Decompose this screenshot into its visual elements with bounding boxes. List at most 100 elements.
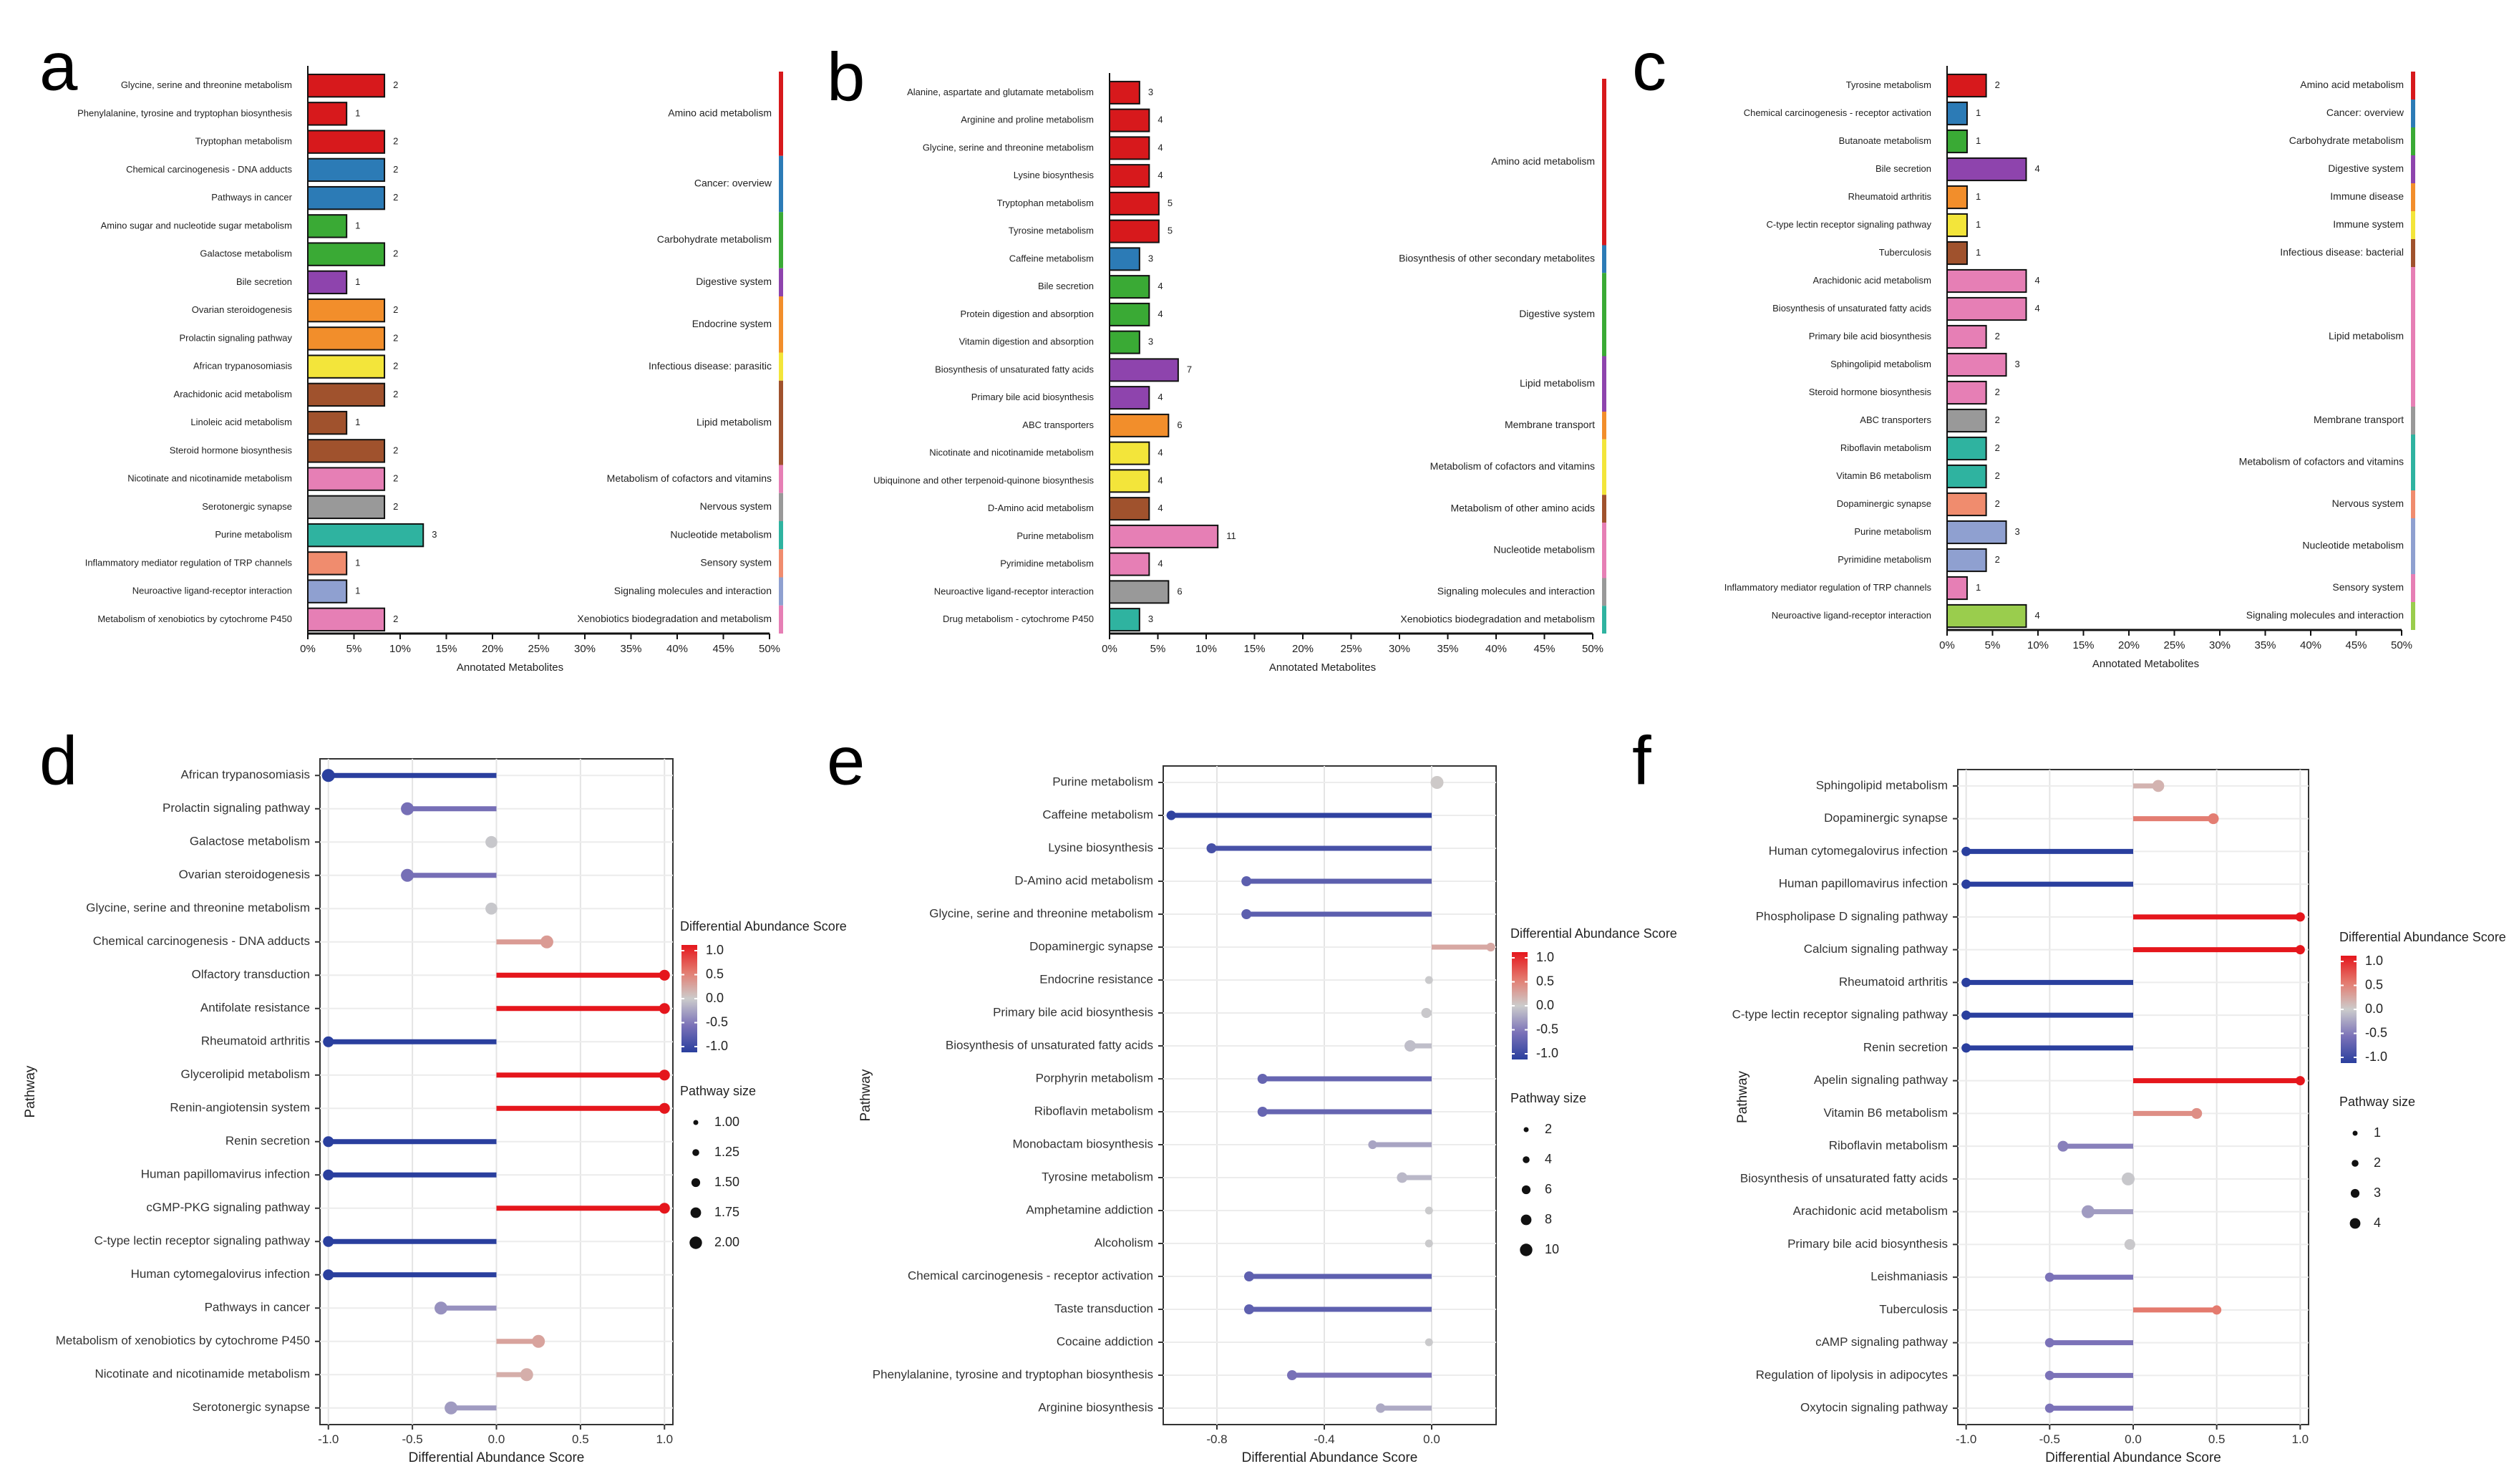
bar-label: Sphingolipid metabolism — [1830, 359, 1931, 369]
category-strip — [779, 549, 783, 578]
category-strip — [779, 465, 783, 493]
pathway-label: D-Amino acid metabolism — [1014, 873, 1153, 887]
category-label: Xenobiotics biodegradation and metabolis… — [1400, 613, 1595, 624]
pathway-label: Phospholipase D signaling pathway — [1756, 909, 1949, 923]
bar — [1946, 241, 1968, 266]
lollipop-dot — [2057, 1140, 2069, 1152]
bar-count-label: 4 — [2034, 610, 2039, 621]
bar — [307, 157, 386, 183]
x-tick-label: 1.0 — [656, 1432, 673, 1446]
bar — [1109, 191, 1160, 215]
category-strip — [779, 605, 783, 634]
bar-count-label: 4 — [1158, 309, 1163, 319]
lollipop-dot — [659, 1203, 670, 1214]
bar-count-label: 2 — [393, 501, 398, 512]
bar — [1946, 436, 1987, 461]
category-strip — [2411, 407, 2415, 435]
bar-label: African trypanosomiasis — [193, 361, 292, 372]
lollipop-dot — [1166, 810, 1176, 820]
category-strip — [779, 493, 783, 521]
bar — [1109, 524, 1219, 548]
x-tick-label: 5% — [1985, 639, 2001, 651]
category-label: Metabolism of cofactors and vitamins — [607, 472, 772, 484]
bar-label: ABC transporters — [1860, 414, 1931, 425]
size-legend-label: 1 — [2374, 1125, 2381, 1140]
category-label: Nervous system — [2332, 498, 2404, 509]
bar-label: Chemical carcinogenesis - DNA adducts — [126, 164, 292, 175]
bar-label: Rheumatoid arthritis — [1848, 191, 1932, 202]
y-axis-title: Pathway — [858, 1069, 873, 1121]
pathway-label: Amphetamine addiction — [1026, 1203, 1153, 1216]
bar-count-label: 2 — [393, 304, 398, 315]
panel-letter: c — [1632, 28, 1666, 105]
lollipop-dot — [1257, 1106, 1268, 1117]
pathway-label: Purine metabolism — [1052, 775, 1153, 788]
bar-panel-b: b Alanine, aspartate and glutamate metabo… — [827, 39, 1606, 674]
x-tick-label: 0% — [1102, 643, 1117, 655]
colorbar-tick-label: -0.5 — [1536, 1022, 1558, 1036]
lollipop-dot — [2295, 945, 2305, 955]
category-strip — [1602, 439, 1606, 495]
bar — [307, 73, 386, 98]
bar — [1109, 164, 1150, 188]
bar — [1109, 302, 1150, 326]
bar-label: Purine metabolism — [215, 529, 292, 540]
bar-count-label: 4 — [2034, 163, 2039, 174]
category-label: Signaling molecules and interaction — [2246, 609, 2404, 621]
bar-count-label: 2 — [393, 473, 398, 484]
bar-label: Protein digestion and absorption — [961, 309, 1094, 319]
bar-label: Butanoate metabolism — [1839, 135, 1931, 146]
category-strip — [779, 268, 783, 296]
pathway-label: Human cytomegalovirus infection — [131, 1267, 310, 1281]
legend-title: Differential Abundance Score — [2339, 930, 2506, 944]
bar-panel-c: c Tyrosine metabolism 2 Chemical carcinogen… — [1632, 28, 2415, 670]
pathway-label: C-type lectin receptor signaling pathway — [94, 1234, 311, 1248]
bar — [1946, 603, 2027, 629]
bar-count-label: 1 — [1976, 247, 1981, 258]
category-strip — [779, 352, 783, 381]
x-tick-label: 0% — [1939, 639, 1955, 651]
category-label: Digestive system — [2328, 163, 2404, 174]
colorbar-tick-label: 0.0 — [1536, 998, 1554, 1012]
x-tick-label: 35% — [2254, 639, 2276, 651]
size-legend-dot — [1523, 1156, 1530, 1163]
category-strip — [779, 72, 783, 156]
bar-label: Pathways in cancer — [211, 192, 292, 203]
bar — [1109, 441, 1150, 465]
bar — [1946, 548, 1987, 573]
category-strip — [2411, 518, 2415, 574]
size-legend-title: Pathway size — [1510, 1091, 1586, 1105]
lollipop-dot — [485, 835, 498, 848]
bar-label: Arachidonic acid metabolism — [1813, 275, 1931, 286]
pathway-label: Glycine, serine and threonine metabolism — [929, 906, 1153, 920]
lollipop-charts: d African trypanosomiasis Prolactin signal… — [23, 722, 2506, 1465]
category-strip — [2411, 602, 2415, 630]
x-tick-label: 45% — [2345, 639, 2367, 651]
bar-count-label: 2 — [393, 248, 398, 259]
pathway-label: Human cytomegalovirus infection — [1769, 844, 1948, 858]
bar-count-label: 1 — [355, 586, 360, 596]
bar — [1109, 80, 1140, 105]
panel-letter: f — [1632, 722, 1651, 799]
bar-count-label: 4 — [1158, 392, 1163, 402]
bar-label: Bile secretion — [1875, 163, 1931, 174]
bar-label: Phenylalanine, tyrosine and tryptophan b… — [77, 107, 292, 118]
pathway-label: Sphingolipid metabolism — [1816, 778, 1948, 792]
colorbar-tick-label: 0.0 — [2365, 1002, 2383, 1016]
lollipop-dot — [1961, 1043, 1971, 1053]
x-tick-label: -1.0 — [1956, 1432, 1976, 1446]
pathway-label: cAMP signaling pathway — [1815, 1335, 1948, 1349]
bar-count-label: 1 — [355, 557, 360, 568]
x-axis-title: Annotated Metabolites — [1269, 661, 1376, 674]
category-strip — [2411, 100, 2415, 127]
lollipop-dot — [1425, 1206, 1433, 1215]
x-tick-label: -0.8 — [1206, 1432, 1227, 1446]
x-tick-label: 50% — [1582, 643, 1603, 655]
colorbar-tick-label: 1.0 — [2365, 954, 2383, 968]
pathway-label: Rheumatoid arthritis — [1839, 975, 1948, 989]
category-label: Metabolism of other amino acids — [1450, 502, 1595, 513]
colorbar — [2341, 956, 2357, 1063]
bar — [307, 607, 386, 632]
x-tick-label: 0% — [300, 643, 316, 655]
pathway-label: Endocrine resistance — [1039, 972, 1153, 986]
